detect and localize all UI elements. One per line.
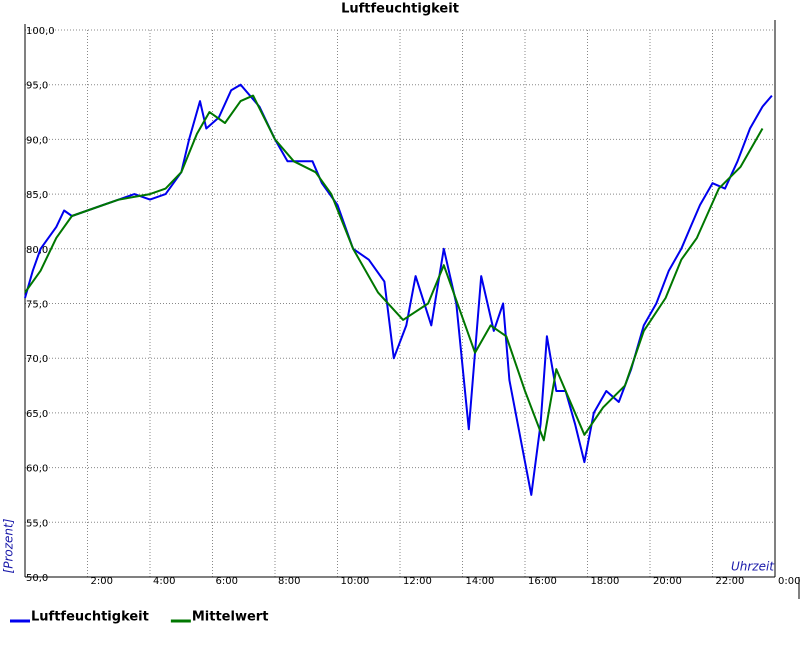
x-tick-label: 0:00: [778, 576, 800, 587]
y-tick-label: 80,0: [26, 245, 48, 256]
y-tick-label: 90,0: [26, 135, 48, 146]
x-tick-label: 12:00: [403, 576, 432, 587]
x-tick-label: 22:00: [716, 576, 745, 587]
data-line: [24, 94, 764, 442]
x-tick-label: 18:00: [591, 576, 620, 587]
y-axis-label: [Prozent]: [2, 518, 16, 573]
legend-label: Luftfeuchtigkeit: [31, 610, 149, 625]
chart-title: Luftfeuchtigkeit: [341, 2, 459, 17]
x-tick-label: 2:00: [91, 576, 113, 587]
legend-label: Mittelwert: [192, 610, 269, 625]
x-tick-label: 16:00: [528, 576, 557, 587]
y-tick-label: 100,0: [26, 26, 55, 37]
y-tick-label: 65,0: [26, 409, 48, 420]
x-tick-label: 14:00: [466, 576, 495, 587]
y-tick-label: 75,0: [26, 300, 48, 311]
x-tick-label: 6:00: [216, 576, 238, 587]
x-tick-label: 8:00: [278, 576, 300, 587]
y-tick-label: 70,0: [26, 354, 48, 365]
y-tick-label: 60,0: [26, 464, 48, 475]
x-tick-label: 10:00: [341, 576, 370, 587]
data-line: [24, 83, 773, 496]
y-tick-label: 95,0: [26, 81, 48, 92]
y-tick-label: 55,0: [26, 518, 48, 529]
x-axis-label: Uhrzeit: [731, 560, 775, 574]
y-tick-label: 85,0: [26, 190, 48, 201]
x-tick-label: 4:00: [153, 576, 175, 587]
x-tick-label: 20:00: [653, 576, 682, 587]
y-tick-label: 50,0: [26, 573, 48, 584]
